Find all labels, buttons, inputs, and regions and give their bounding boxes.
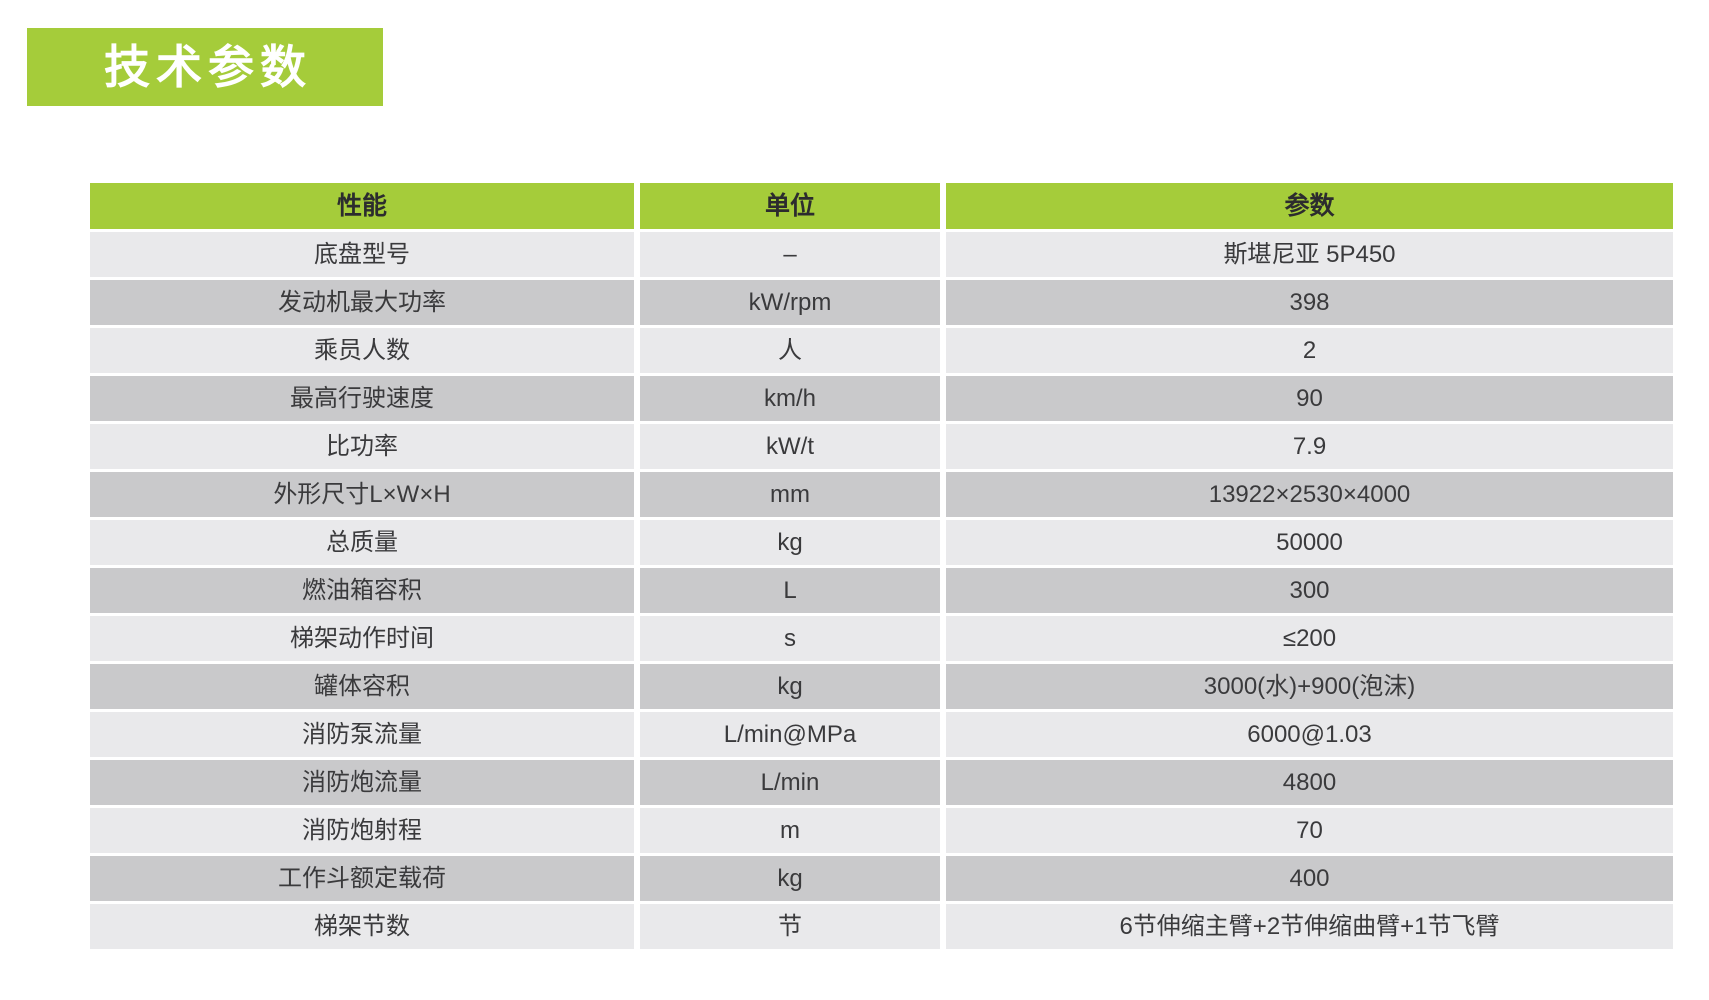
table-row: 乘员人数人 2 [90, 328, 1673, 373]
table-row: 发动机最大功率 kW/rpm 398 [90, 280, 1673, 325]
row-parameter-cell: 398 [946, 280, 1673, 325]
table-row: 罐体容积 kg 3000(水)+900(泡沫) [90, 664, 1673, 709]
row-unit-cell: – [640, 232, 940, 277]
table-row: 消防炮射程 m 70 [90, 808, 1673, 853]
table-row: 底盘型号 – 斯堪尼亚 5P450 [90, 232, 1673, 277]
row-parameter-cell: 7.9 [946, 424, 1673, 469]
row-performance-cell: 消防炮流量 [90, 760, 634, 805]
row-parameter-cell: 300 [946, 568, 1673, 613]
row-performance-cell: 工作斗额定载荷 [90, 856, 634, 901]
row-unit-cell: km/h [640, 376, 940, 421]
row-parameter-cell: 3000(水)+900(泡沫) [946, 664, 1673, 709]
table-row: 梯架动作时间 s ≤200 [90, 616, 1673, 661]
header-unit: 单位 [640, 183, 940, 229]
table-row: 总质量 kg 50000 [90, 520, 1673, 565]
table-row: 最高行驶速度 km/h 90 [90, 376, 1673, 421]
row-unit-cell: kW/t [640, 424, 940, 469]
table-header-row: 性能 单位 参数 [90, 183, 1673, 229]
row-performance-cell: 比功率 [90, 424, 634, 469]
row-unit-cell: kg [640, 664, 940, 709]
row-performance-cell: 乘员人数 [90, 328, 634, 373]
table-row: 梯架节数节 6节伸缩主臂+2节伸缩曲臂+1节飞臂 [90, 904, 1673, 949]
row-unit-cell: L [640, 568, 940, 613]
row-parameter-cell: 6000@1.03 [946, 712, 1673, 757]
row-unit-cell: kW/rpm [640, 280, 940, 325]
row-unit-cell: 节 [640, 904, 940, 949]
row-performance-cell: 消防炮射程 [90, 808, 634, 853]
row-parameter-cell: 2 [946, 328, 1673, 373]
table-row: 工作斗额定载荷 kg 400 [90, 856, 1673, 901]
table-row: 比功率 kW/t 7.9 [90, 424, 1673, 469]
header-parameter: 参数 [946, 183, 1673, 229]
spec-table: 性能 单位 参数 底盘型号 – 斯堪尼亚 5P450 发动机最大功率 kW/rpm 398… [90, 183, 1673, 952]
table-row: 消防泵流量 L/min@MPa 6000@1.03 [90, 712, 1673, 757]
row-unit-cell: m [640, 808, 940, 853]
row-unit-cell: mm [640, 472, 940, 517]
row-parameter-cell: 50000 [946, 520, 1673, 565]
row-unit-cell: L/min [640, 760, 940, 805]
row-performance-cell: 外形尺寸L×W×H [90, 472, 634, 517]
row-performance-cell: 梯架动作时间 [90, 616, 634, 661]
row-performance-cell: 燃油箱容积 [90, 568, 634, 613]
row-unit-cell: kg [640, 520, 940, 565]
row-performance-cell: 发动机最大功率 [90, 280, 634, 325]
row-parameter-cell: 6节伸缩主臂+2节伸缩曲臂+1节飞臂 [946, 904, 1673, 949]
row-unit-cell: L/min@MPa [640, 712, 940, 757]
row-unit-cell: s [640, 616, 940, 661]
row-parameter-cell: 13922×2530×4000 [946, 472, 1673, 517]
header-performance: 性能 [90, 183, 634, 229]
row-parameter-cell: 90 [946, 376, 1673, 421]
row-unit-cell: kg [640, 856, 940, 901]
row-parameter-cell: 400 [946, 856, 1673, 901]
row-performance-cell: 消防泵流量 [90, 712, 634, 757]
table-row: 外形尺寸L×W×H mm 13922×2530×4000 [90, 472, 1673, 517]
row-parameter-cell: 70 [946, 808, 1673, 853]
row-parameter-cell: ≤200 [946, 616, 1673, 661]
row-performance-cell: 总质量 [90, 520, 634, 565]
row-performance-cell: 罐体容积 [90, 664, 634, 709]
row-unit-cell: 人 [640, 328, 940, 373]
row-performance-cell: 梯架节数 [90, 904, 634, 949]
table-body: 底盘型号 – 斯堪尼亚 5P450 发动机最大功率 kW/rpm 398 乘员人数人 2 最高行… [90, 232, 1673, 949]
section-title: 技术参数 [104, 41, 312, 93]
section-title-banner: 技术参数 [27, 28, 383, 106]
row-performance-cell: 最高行驶速度 [90, 376, 634, 421]
row-parameter-cell: 4800 [946, 760, 1673, 805]
row-parameter-cell: 斯堪尼亚 5P450 [946, 232, 1673, 277]
table-row: 消防炮流量 L/min 4800 [90, 760, 1673, 805]
table-row: 燃油箱容积 L 300 [90, 568, 1673, 613]
row-performance-cell: 底盘型号 [90, 232, 634, 277]
